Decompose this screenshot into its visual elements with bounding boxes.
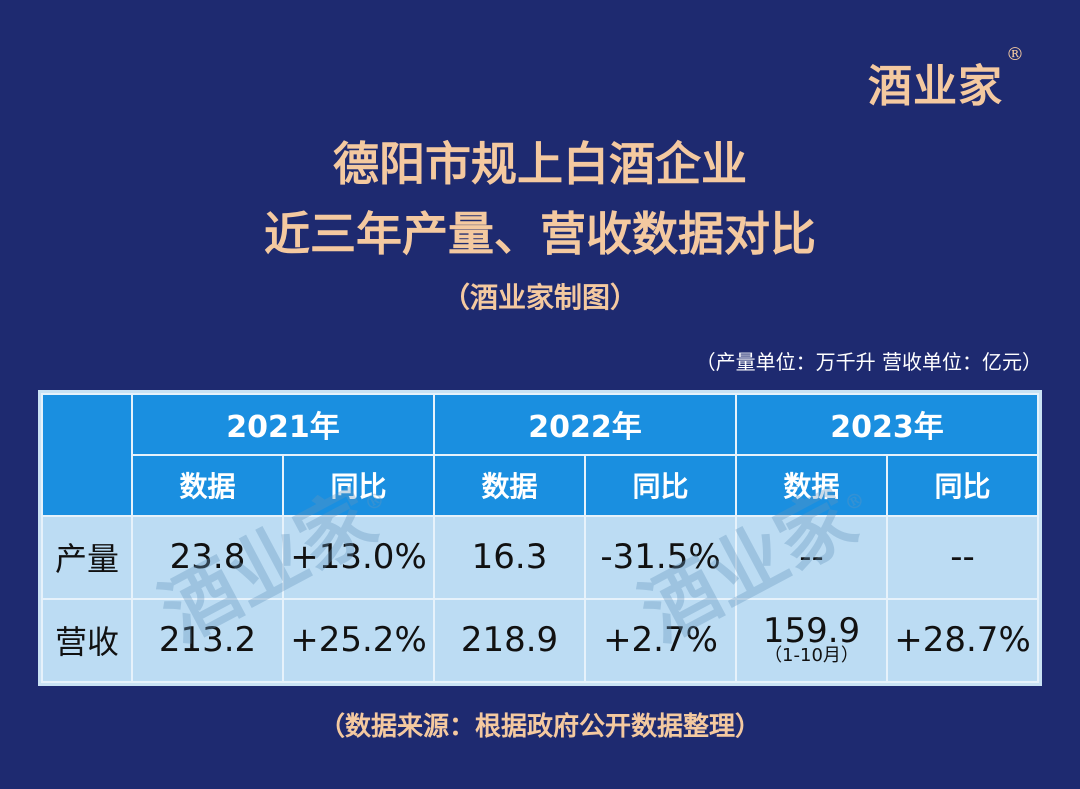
subheader-data: 数据 [131,453,284,517]
title-line-2: 近三年产量、营收数据对比 [264,207,816,261]
year-header-row: 2021年 2022年 2023年 [41,393,1039,517]
logo-text: 酒业家 [868,61,1003,112]
subheader-yoy: 同比 [886,453,1039,517]
units-note: （产量单位：万千升 营收单位：亿元） [695,350,1042,374]
table-cell: +25.2% [282,597,435,684]
table-cell: 213.2 [131,597,284,684]
row-label-revenue: 营收 [41,597,133,684]
table-cell: +28.7% [886,597,1039,684]
subheader-data: 数据 [433,453,586,517]
year-header-2023: 2023年 [735,393,1039,456]
revenue-2023-period-note: （1-10月） [764,645,859,667]
table-cell: -- [735,514,888,600]
table-cell: 23.8 [131,514,284,600]
revenue-2023-value: 159.9 [762,611,861,652]
table-row-revenue: 营收 213.2 +25.2% 218.9 +2.7% 159.9 （1-10月… [41,597,1039,684]
table-cell: +2.7% [584,597,737,684]
table-cell: 16.3 [433,514,586,600]
subheader-row: 数据 同比 数据 同比 数据 同比 [42,453,1039,517]
table-cell: 218.9 [433,597,586,684]
table-cell: -- [886,514,1039,600]
data-table: 2021年 2022年 2023年 数据 同比 数据 同比 数据 同比 产量 2… [38,390,1042,686]
title-line-3: （酒业家制图） [441,281,638,314]
table-cell: -31.5% [584,514,737,600]
data-source-note: （数据来源：根据政府公开数据整理） [318,712,761,742]
subheader-data: 数据 [735,453,888,517]
table-row-output: 产量 23.8 +13.0% 16.3 -31.5% -- -- [41,514,1039,600]
corner-cell [41,393,133,517]
registered-mark: ® [1006,44,1025,65]
year-header-2021: 2021年 [131,393,435,456]
row-label-output: 产量 [41,514,133,600]
table-cell-2023-revenue: 159.9 （1-10月） [735,597,888,684]
brand-logo: 酒业家 ® [868,44,1024,114]
title-line-1: 德阳市规上白酒企业 [333,137,747,191]
table-cell: +13.0% [282,514,435,600]
subheader-yoy: 同比 [282,453,435,517]
year-header-2022: 2022年 [433,393,737,456]
subheader-yoy: 同比 [584,453,737,517]
